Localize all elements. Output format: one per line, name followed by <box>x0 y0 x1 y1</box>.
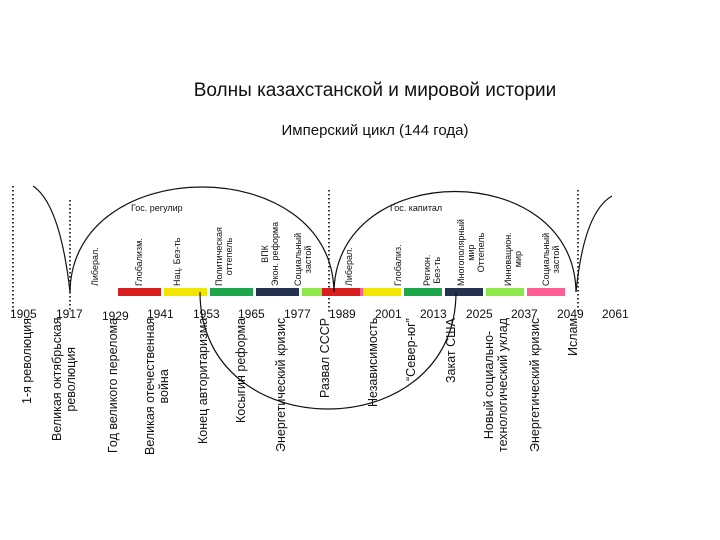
year-label: 2025 <box>466 307 493 321</box>
event-label: Закат США <box>444 318 458 383</box>
year-label: 1929 <box>102 309 129 323</box>
phase-label-right-2: Регион. Без-ть <box>422 254 442 286</box>
phase-label-left-5: Социальный застой <box>293 232 313 286</box>
phase-label-right-1: Глобализ. <box>393 244 403 286</box>
phase-label-right-5: Социальный застой <box>541 232 561 286</box>
event-label: Развал СССР <box>318 317 332 398</box>
arc-start <box>32 185 71 293</box>
year-label: 1953 <box>193 307 220 321</box>
year-label: 2061 <box>602 307 629 321</box>
event-label: 1-я революция <box>20 317 34 404</box>
phase-label-left-1: Глобализм. <box>134 238 144 286</box>
arc-upper-right <box>333 191 577 293</box>
year-label: 1941 <box>147 307 174 321</box>
arc-label-right: Гос. капитал <box>390 203 443 213</box>
year-label: 1905 <box>10 307 37 321</box>
phase-label-left-2: Нац. Без-ть <box>172 237 182 286</box>
year-label: 2001 <box>375 307 402 321</box>
arc-lower <box>199 291 457 410</box>
event-label: Косыгин реформа <box>234 317 248 423</box>
year-label: 2013 <box>420 307 447 321</box>
arc-label-left: Гос. регулир <box>131 203 183 213</box>
event-label: Великая отечественная война <box>143 317 171 455</box>
year-label: 1965 <box>238 307 265 321</box>
event-label: Энергетический кризис <box>528 317 542 452</box>
event-label: Независимость <box>366 317 380 407</box>
event-label: “Север-юг” <box>404 318 418 381</box>
arc-end <box>575 195 613 293</box>
phase-label-right-0: Либерал. <box>344 247 354 286</box>
event-label: Великая октябрьская революция <box>50 317 78 441</box>
event-label: Новый социально- технологический уклад <box>482 317 510 452</box>
year-label: 2049 <box>557 307 584 321</box>
page-subtitle: Имперский цикл (144 года) <box>281 122 469 139</box>
page-title: Волны казахстанской и мировой истории <box>193 80 557 101</box>
event-label: Ислам <box>566 317 580 356</box>
year-label: 2037 <box>511 307 538 321</box>
year-label: 1917 <box>56 307 83 321</box>
arc-upper-left <box>69 186 335 293</box>
event-label: Конец авторитаризма <box>196 317 210 444</box>
phase-label-left-3: Политическая оттепель <box>214 227 234 286</box>
event-label: Энергетический кризис <box>274 317 288 452</box>
phase-label-right-4: Инновацион. мир <box>503 232 523 286</box>
event-label: Год великого перелома <box>106 317 120 453</box>
year-label: 1977 <box>284 307 311 321</box>
phase-label-right-3: Многополярный мир Оттепель <box>456 219 486 286</box>
phase-label-left-4: ВПК Экон. реформа <box>260 221 280 286</box>
year-label: 1989 <box>329 307 356 321</box>
phase-label-left-0: Либерал. <box>90 247 100 286</box>
